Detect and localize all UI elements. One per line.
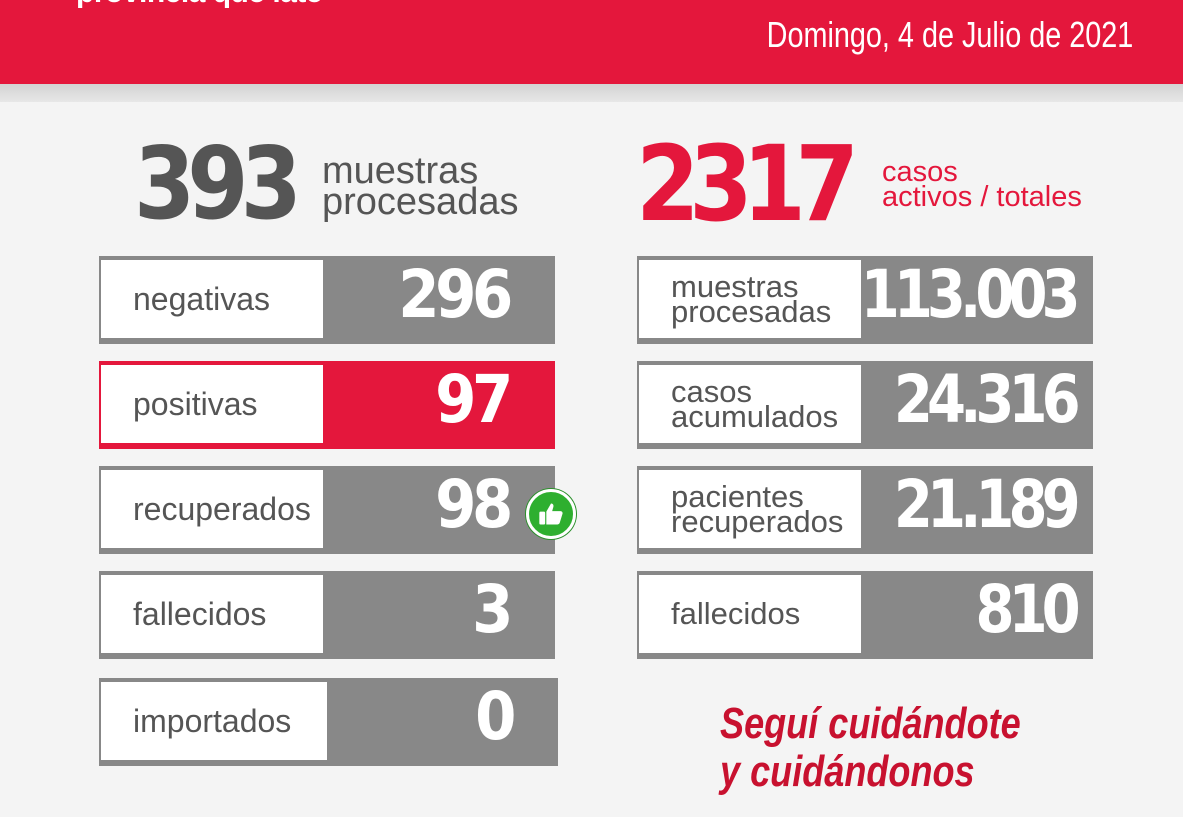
- daily-row-positivas: positivas 97: [99, 361, 555, 449]
- daily-samples-caption: muestras procesadas: [322, 150, 519, 223]
- header-tagline: provincia que late: [76, 0, 323, 10]
- totals-row-label: pacientes recuperados: [639, 470, 861, 548]
- totals-row-value: 113.003: [861, 256, 1081, 333]
- totals-row-fallecidos: fallecidos 810: [637, 571, 1093, 659]
- header-banner: provincia que late Domingo, 4 de Julio d…: [0, 0, 1183, 84]
- active-cases-number: 2317: [636, 123, 859, 245]
- totals-row-label: muestras procesadas: [639, 260, 861, 338]
- totals-row-label: casos acumulados: [639, 365, 861, 443]
- totals-row-recuperados: pacientes recuperados 21.189: [637, 466, 1093, 554]
- totals-row-value: 21.189: [894, 466, 1081, 543]
- totals-row-casos: casos acumulados 24.316: [637, 361, 1093, 449]
- daily-row-value: 0: [475, 678, 516, 755]
- totals-row-value: 810: [975, 571, 1081, 648]
- thumbs-up-icon: [526, 489, 576, 539]
- header-shadow: [0, 84, 1183, 102]
- daily-row-label: positivas: [101, 365, 323, 443]
- slogan-text: Seguí cuidándote y cuidándonos: [720, 699, 1021, 796]
- thumbs-up-glyph: [539, 503, 563, 525]
- daily-row-value: 98: [435, 466, 513, 543]
- daily-row-label: negativas: [101, 260, 323, 338]
- report-date: Domingo, 4 de Julio de 2021: [766, 14, 1133, 55]
- totals-row-value: 24.316: [894, 361, 1081, 438]
- active-cases-caption-line2: activos / totales: [882, 181, 1082, 213]
- daily-samples-number: 393: [134, 125, 302, 242]
- daily-row-value: 3: [472, 571, 513, 648]
- daily-row-fallecidos: fallecidos 3: [99, 571, 555, 659]
- active-cases-caption: casos activos / totales: [882, 156, 1082, 213]
- daily-row-label: fallecidos: [101, 575, 323, 653]
- daily-samples-caption-line2: procesadas: [322, 181, 519, 223]
- daily-row-value: 97: [435, 361, 513, 438]
- daily-row-importados: importados 0: [99, 678, 558, 766]
- daily-row-value: 296: [398, 256, 513, 333]
- totals-row-label: fallecidos: [639, 575, 861, 653]
- active-cases-caption-line1: casos: [882, 156, 958, 188]
- totals-row-muestras: muestras procesadas 113.003: [637, 256, 1093, 344]
- daily-samples-caption-line1: muestras: [322, 150, 479, 192]
- daily-row-recuperados: recuperados 98: [99, 466, 555, 554]
- daily-row-negativas: negativas 296: [99, 256, 555, 344]
- daily-row-label: recuperados: [101, 470, 323, 548]
- daily-row-label: importados: [101, 682, 327, 760]
